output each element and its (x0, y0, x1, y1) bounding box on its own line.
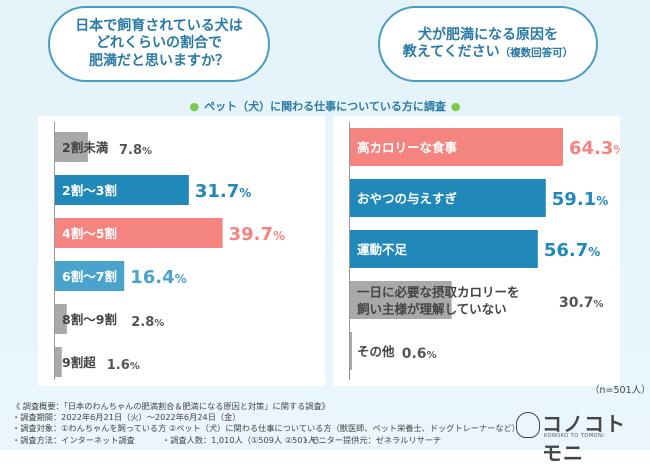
survey-subtitle: ● ペット（犬）に関わる仕事についている方に調査 ● (0, 98, 650, 114)
question-left-bubble: 日本で飼育されている犬は どれくらいの割合で 肥満だと思いますか？ (48, 6, 270, 82)
category-label: 6割～7割 (62, 269, 117, 284)
value-label: 1.6% (107, 358, 140, 373)
value-number: 16.4 (130, 267, 174, 288)
bar (350, 332, 352, 370)
value-number: 59.1 (552, 189, 596, 210)
value-percent: % (130, 361, 140, 372)
notes-overview: 《 調査概要：「日本のわんちゃんの肥満割合＆肥満になる原因と対策」に関する調査》 (12, 401, 330, 411)
value-label: 39.7% (229, 224, 285, 245)
left-chart-panel: 2割未満 7.8% 2割～3割 31.7% 4割～5割 39.7% 6割～7割 16.4% 8割… (38, 116, 325, 386)
question-left-line-1: 日本で飼育されている犬は (75, 17, 243, 34)
category-label: おやつの与えすぎ (357, 191, 458, 206)
value-percent: % (594, 299, 604, 310)
category-label: 9割超 (62, 355, 96, 370)
dot-icon: ● (450, 100, 461, 113)
value-percent: % (273, 229, 285, 243)
question-right-line-2: 教えてください（複数回答可） (403, 44, 573, 62)
bar (350, 179, 546, 217)
value-percent: % (596, 194, 608, 208)
value-number: 30.7 (559, 295, 594, 311)
value-number: 7.8 (119, 143, 142, 158)
right-chart-panel: 高カロリーな食事 64.3% おやつの与えすぎ 59.1% 運動不足 56.7% 一日に必要… (333, 116, 620, 386)
brand-logo: コノコトモニ KONOKO TO TOMONI (516, 408, 644, 465)
bar (55, 132, 88, 162)
value-label: 2.8% (131, 315, 164, 330)
notes-provider: ・モニター提供元：ゼネラルリサーチ (302, 434, 442, 445)
dot-icon: ● (189, 100, 200, 113)
value-label: 59.1% (552, 189, 608, 210)
value-percent: % (154, 318, 164, 329)
sample-size: （n=501人） (590, 385, 650, 396)
logo-subtext: KONOKO TO TOMONI (544, 433, 605, 439)
obesity-cause-chart: 高カロリーな食事 64.3% おやつの与えすぎ 59.1% 運動不足 56.7% 一日に必要… (349, 122, 620, 380)
question-right-line-2-suffix: （複数回答可） (499, 47, 574, 59)
notes-method: ・調査方法：インターネット調査 (12, 434, 135, 445)
value-label: 56.7% (544, 240, 600, 261)
notes-target: ・調査対象：①わんちゃんを飼っている方 ②ペット（犬）に関わる仕事についている方… (12, 423, 520, 434)
value-number: 56.7 (544, 240, 588, 261)
question-right-line-1: 犬が肥満になる原因を (418, 26, 558, 43)
question-left-line-3: 肥満だと思いますか？ (89, 52, 229, 69)
category-label: 運動不足 (357, 242, 408, 257)
category-label: 8割～9割 (62, 312, 117, 327)
value-percent: % (613, 143, 620, 157)
question-right-bubble: 犬が肥満になる原因を 教えてください（複数回答可） (378, 6, 598, 82)
bar (350, 281, 452, 319)
bar (55, 304, 67, 334)
value-percent: % (588, 245, 600, 259)
notes-row: ・調査方法：インターネット調査 ・調査人数：1,010人（①509人 ②501人）… (12, 435, 520, 446)
value-percent: % (239, 186, 251, 200)
value-number: 2.8 (131, 315, 154, 330)
value-number: 31.7 (195, 181, 239, 202)
value-percent: % (142, 146, 152, 157)
category-label: 4割～5割 (62, 226, 117, 241)
value-number: 0.6 (402, 346, 427, 362)
value-number: 39.7 (229, 224, 273, 245)
value-label: 64.3% (569, 138, 620, 159)
notes-count: ・調査人数：1,010人（①509人 ②501人） (162, 434, 325, 445)
value-label: 16.4% (130, 267, 186, 288)
survey-subtitle-text: ペット（犬）に関わる仕事についている方に調査 (204, 100, 446, 113)
survey-notes: 《 調査概要：「日本のわんちゃんの肥満割合＆肥満になる原因と対策」に関する調査》… (12, 401, 520, 446)
bar (55, 261, 125, 291)
value-number: 1.6 (107, 358, 130, 373)
category-label: 高カロリーな食事 (357, 140, 458, 155)
notes-period: ・調査期間：2022年6月21日（火）～2022年6月24日（金） (12, 412, 241, 423)
category-label: 2割未満 (62, 140, 109, 155)
bar (55, 347, 62, 377)
bar (55, 175, 189, 205)
bar (55, 218, 223, 248)
dog-icon (516, 412, 540, 438)
bar (350, 128, 563, 166)
category-label: 2割～3割 (62, 183, 117, 198)
value-label: 7.8% (119, 143, 152, 158)
category-label: 飼い主様が理解していない (356, 302, 507, 317)
value-number: 64.3 (569, 138, 613, 159)
question-left-line-2: どれくらいの割合で (96, 35, 222, 52)
question-right-line-2-main: 教えてください (402, 44, 500, 60)
value-percent: % (427, 350, 437, 361)
category-label: 一日に必要な摂取カロリーを (357, 285, 520, 300)
value-label: 0.6% (402, 346, 437, 362)
value-percent: % (175, 272, 187, 286)
value-label: 30.7% (559, 295, 604, 311)
bar (350, 230, 538, 268)
category-label: その他 (357, 344, 395, 359)
obesity-ratio-chart: 2割未満 7.8% 2割～3割 31.7% 4割～5割 39.7% 6割～7割 16.4% 8割… (54, 122, 285, 380)
value-label: 31.7% (195, 181, 251, 202)
